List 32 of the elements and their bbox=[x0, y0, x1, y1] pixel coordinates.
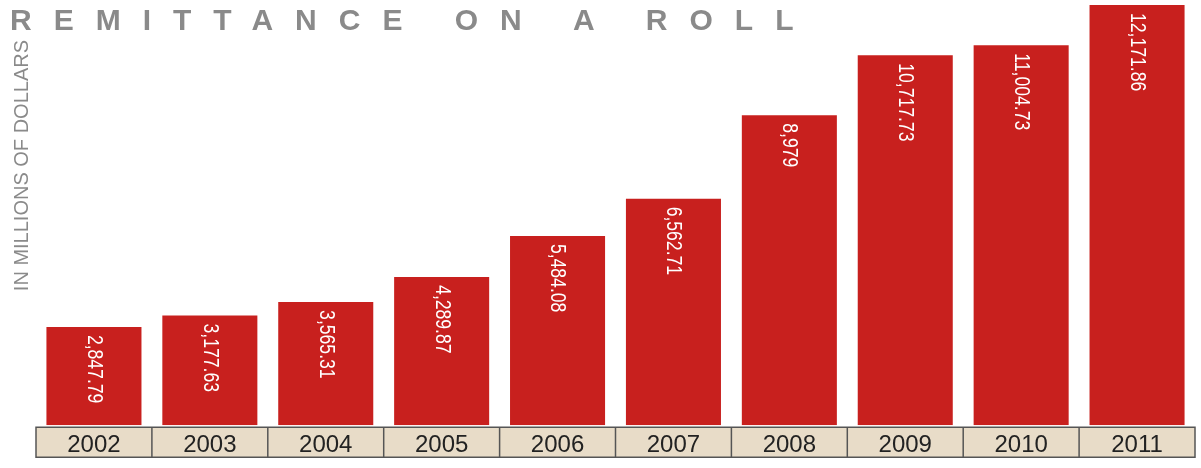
x-tick-label: 2005 bbox=[414, 430, 469, 458]
bar bbox=[741, 115, 837, 426]
x-tick-label: 2004 bbox=[299, 430, 353, 458]
data-label: 3,565.31 bbox=[315, 310, 340, 379]
data-label: 12,171.86 bbox=[1126, 13, 1151, 92]
data-label: 10,717.73 bbox=[894, 63, 920, 142]
x-tick-label: 2011 bbox=[1111, 430, 1163, 458]
bar bbox=[46, 326, 142, 426]
x-tick-label: 2010 bbox=[994, 430, 1048, 458]
data-label: 2,847.79 bbox=[83, 334, 108, 404]
data-label: 8,979 bbox=[778, 123, 804, 168]
x-tick-label: 2007 bbox=[646, 430, 701, 458]
x-tick-label: 2008 bbox=[762, 430, 817, 458]
bar bbox=[1089, 5, 1185, 426]
bar bbox=[394, 277, 490, 426]
data-label: 6,562.71 bbox=[662, 206, 688, 276]
x-tick-label: 2003 bbox=[183, 430, 237, 458]
bar bbox=[278, 302, 374, 426]
data-label: 11,004.73 bbox=[1010, 53, 1035, 131]
data-label: 4,289.87 bbox=[431, 285, 456, 354]
x-tick-label: 2009 bbox=[878, 430, 932, 458]
bar bbox=[162, 315, 258, 426]
data-label: 5,484.08 bbox=[547, 243, 572, 313]
x-tick-label: 2002 bbox=[67, 430, 121, 458]
bar bbox=[973, 45, 1069, 426]
bar bbox=[510, 235, 606, 426]
bar bbox=[857, 55, 953, 426]
data-label: 3,177.63 bbox=[199, 323, 224, 392]
y-axis-title: IN MILLIONS OF DOLLARS bbox=[10, 40, 32, 292]
chart-title: REMITTANCE ON A ROLL bbox=[10, 3, 816, 36]
x-tick-label: 2006 bbox=[530, 430, 585, 458]
bar bbox=[625, 198, 721, 426]
